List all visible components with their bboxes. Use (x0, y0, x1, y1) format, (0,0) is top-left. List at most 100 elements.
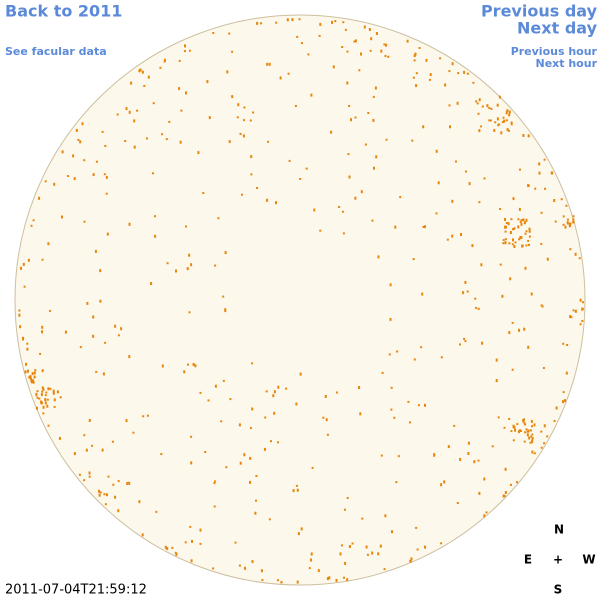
facular-point (562, 391, 565, 394)
facular-point (390, 386, 393, 389)
facular-point (183, 370, 186, 374)
facular-point (390, 408, 393, 411)
facular-point (273, 411, 276, 415)
facular-point (524, 431, 527, 434)
facular-point (473, 460, 476, 464)
facular-point (371, 551, 374, 555)
facular-point (464, 280, 467, 284)
facular-point (342, 21, 345, 24)
facular-point (287, 72, 290, 75)
facular-point (523, 327, 526, 331)
facular-point (443, 480, 446, 484)
facular-point (213, 482, 216, 485)
back-link[interactable]: Back to 2011 (5, 2, 122, 21)
facular-point (372, 95, 375, 98)
facular-point (466, 72, 469, 75)
facular-point (429, 73, 432, 77)
facular-point (29, 375, 32, 379)
facular-point (107, 475, 110, 478)
next-day-link[interactable]: Next day (517, 19, 598, 38)
facular-point (331, 20, 333, 24)
facular-point (380, 454, 383, 457)
facular-point (40, 393, 43, 397)
facular-point (212, 567, 215, 570)
facular-point (564, 225, 567, 229)
previous-day-link[interactable]: Previous day (481, 2, 598, 21)
facular-point (525, 218, 528, 222)
facular-point (474, 297, 477, 300)
facular-point (505, 222, 508, 224)
facular-point (510, 430, 513, 433)
facular-point (569, 315, 572, 319)
facular-point (504, 238, 507, 241)
facular-point (505, 111, 508, 115)
facular-point (562, 400, 564, 404)
facular-point (569, 223, 572, 227)
facular-point (204, 451, 207, 453)
facular-point (286, 18, 289, 22)
next-hour-link[interactable]: Next hour (536, 57, 598, 70)
facular-point (496, 117, 499, 121)
facular-point (451, 199, 454, 203)
facular-point (334, 20, 337, 23)
facular-point (553, 420, 556, 422)
facular-point (521, 244, 524, 247)
facular-point (531, 433, 534, 436)
facular-point (224, 309, 227, 313)
facular-point (510, 121, 513, 124)
facular-point (277, 579, 279, 582)
facular-point (508, 418, 511, 420)
facular-point (543, 158, 546, 161)
facular-point (554, 220, 557, 223)
facular-point (335, 578, 338, 582)
facular-point (488, 107, 491, 109)
facular-point (212, 32, 215, 34)
facular-point (468, 182, 471, 186)
facular-point (413, 358, 416, 361)
facular-point (146, 137, 148, 140)
previous-hour-link[interactable]: Previous hour (511, 45, 598, 58)
facular-point (564, 399, 566, 403)
facular-point (395, 481, 398, 484)
facular-point (381, 371, 384, 374)
facular-point (41, 390, 44, 393)
facular-point (53, 405, 56, 408)
facular-point (159, 66, 162, 69)
facular-point (346, 497, 349, 499)
facular-point (34, 369, 37, 372)
facular-point (389, 283, 392, 287)
facular-point (206, 80, 209, 84)
facular-point (425, 58, 428, 62)
facular-point (512, 439, 515, 442)
facular-point (18, 309, 21, 312)
facular-point (523, 418, 525, 422)
facular-link[interactable]: See facular data (5, 45, 107, 58)
facular-point (483, 177, 486, 180)
facular-point (409, 421, 411, 424)
facular-point (186, 267, 189, 271)
facular-point (513, 245, 516, 248)
facular-point (475, 306, 478, 309)
facular-point (453, 424, 456, 427)
facular-point (30, 380, 33, 384)
facular-point (214, 480, 217, 483)
facular-point (562, 342, 565, 345)
facular-point (114, 324, 117, 328)
facular-point (126, 482, 129, 485)
facular-point (481, 341, 484, 345)
facular-point (22, 262, 25, 266)
facular-point (522, 420, 525, 423)
facular-point (565, 371, 568, 375)
facular-point (25, 362, 28, 366)
facular-point (224, 251, 227, 255)
facular-point (179, 140, 182, 144)
facular-point (417, 404, 420, 407)
facular-point (142, 415, 145, 418)
facular-point (79, 346, 82, 349)
facular-point (447, 445, 450, 449)
facular-point (342, 232, 345, 235)
facular-point (504, 225, 507, 229)
facular-point (514, 428, 517, 432)
facular-point (266, 198, 269, 202)
facular-point (520, 222, 523, 226)
